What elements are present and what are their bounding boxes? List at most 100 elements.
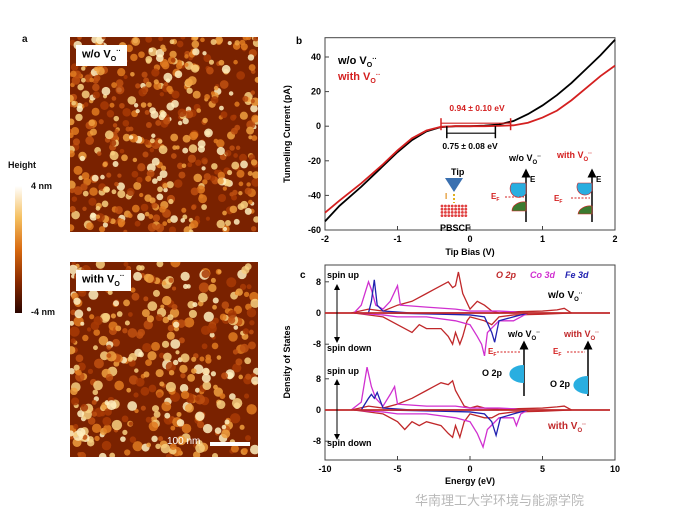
svg-text:spin down: spin down — [327, 343, 372, 353]
sample-atom — [464, 214, 468, 218]
afm-grain — [250, 298, 258, 308]
afm-grain — [147, 102, 152, 108]
panel-b-ylabel: Tunneling Current (pA) — [282, 85, 292, 183]
afm-grain — [133, 181, 142, 190]
afm-grain — [123, 229, 128, 232]
gap-with-label: 0.94 ± 0.10 eV — [449, 103, 505, 113]
afm-grain — [70, 205, 76, 213]
afm-grain — [168, 277, 174, 283]
afm-grain — [239, 153, 247, 162]
afm-grain — [147, 351, 157, 361]
afm-grain — [130, 53, 138, 62]
afm-image-with-vacancy: with VO·· 100 nm — [70, 262, 258, 457]
afm-grain — [202, 381, 212, 391]
svg-text:EF: EF — [488, 347, 496, 358]
afm-grain — [184, 78, 193, 87]
afm-grain — [253, 367, 258, 375]
afm-grain — [127, 213, 133, 219]
sample-atom — [447, 214, 451, 218]
afm-grain — [144, 194, 152, 202]
afm-grain — [77, 362, 86, 371]
afm-grain — [219, 393, 226, 400]
afm-grain — [229, 393, 236, 400]
y-tick-label: 0 — [316, 121, 321, 131]
afm-grain — [173, 321, 180, 328]
afm-grain — [178, 337, 185, 344]
afm-grain — [80, 321, 85, 326]
y-tick-label: 40 — [311, 52, 321, 62]
sample-atom — [450, 211, 454, 214]
afm-grain — [102, 312, 111, 322]
afm-grain — [112, 338, 120, 347]
afm-grain — [202, 179, 208, 185]
afm-grain — [150, 110, 159, 119]
afm-grain — [251, 114, 258, 123]
afm-grain — [217, 178, 224, 185]
afm-grain — [192, 90, 201, 99]
afm-grain — [247, 341, 256, 350]
sample-atom — [444, 211, 447, 214]
afm-grain — [209, 332, 215, 338]
afm-grain — [190, 220, 199, 229]
afm-grain — [80, 403, 89, 412]
afm-grain — [253, 37, 258, 42]
afm-grain — [212, 317, 219, 324]
afm-grain — [142, 151, 149, 158]
colorbar-min: -4 nm — [31, 307, 56, 317]
afm-grain — [238, 374, 243, 380]
dos-curve — [353, 279, 521, 314]
afm-grain — [170, 133, 179, 142]
afm-grain — [196, 108, 202, 113]
afm-grain — [145, 122, 152, 128]
band-wo-label: w/o VO·· — [508, 153, 541, 166]
tag-text: w/o V — [82, 48, 111, 61]
afm-grain — [210, 38, 217, 45]
afm-grain — [184, 62, 189, 67]
afm-grain — [190, 64, 200, 73]
afm-grain — [195, 396, 200, 401]
afm-grain — [87, 417, 96, 425]
x-tick-label: -10 — [318, 464, 331, 474]
afm-grain — [93, 329, 101, 336]
afm-grain — [71, 100, 77, 106]
afm-grain — [163, 72, 173, 82]
afm-grain — [182, 214, 188, 220]
afm-grain — [103, 186, 110, 193]
pbscf-sample-icon — [440, 204, 468, 218]
tip-icon — [445, 178, 463, 192]
afm-grain — [246, 284, 252, 290]
afm-grain — [242, 448, 248, 454]
afm-grain — [148, 421, 159, 432]
afm-grain — [80, 183, 88, 191]
afm-grain — [140, 102, 147, 108]
afm-grain — [198, 292, 208, 303]
afm-grain — [126, 387, 132, 393]
afm-grain — [238, 190, 243, 196]
afm-grain — [132, 441, 143, 452]
afm-texture — [70, 37, 258, 232]
afm-grain — [239, 283, 247, 291]
afm-grain — [178, 171, 186, 179]
afm-grain — [221, 64, 231, 74]
afm-grain — [180, 218, 186, 223]
afm-grain — [179, 383, 189, 393]
afm-grain — [188, 144, 198, 153]
afm-grain — [82, 206, 87, 212]
afm-grain — [250, 104, 258, 113]
afm-grain — [155, 369, 164, 378]
afm-grain — [140, 203, 149, 212]
svg-text:O 2p: O 2p — [550, 379, 571, 389]
afm-grain — [184, 317, 195, 328]
sample-atom — [440, 211, 444, 214]
afm-grain — [210, 91, 215, 96]
afm-grain — [214, 427, 222, 435]
afm-grain — [233, 325, 239, 330]
y-tick-label: -60 — [308, 225, 321, 235]
afm-grain — [70, 118, 75, 126]
afm-grain — [135, 108, 140, 114]
image-tag: with VO·· — [76, 270, 131, 291]
svg-text:spin up: spin up — [327, 270, 359, 280]
legend-wo: w/o VO·· — [337, 55, 377, 69]
afm-grain — [173, 359, 179, 366]
